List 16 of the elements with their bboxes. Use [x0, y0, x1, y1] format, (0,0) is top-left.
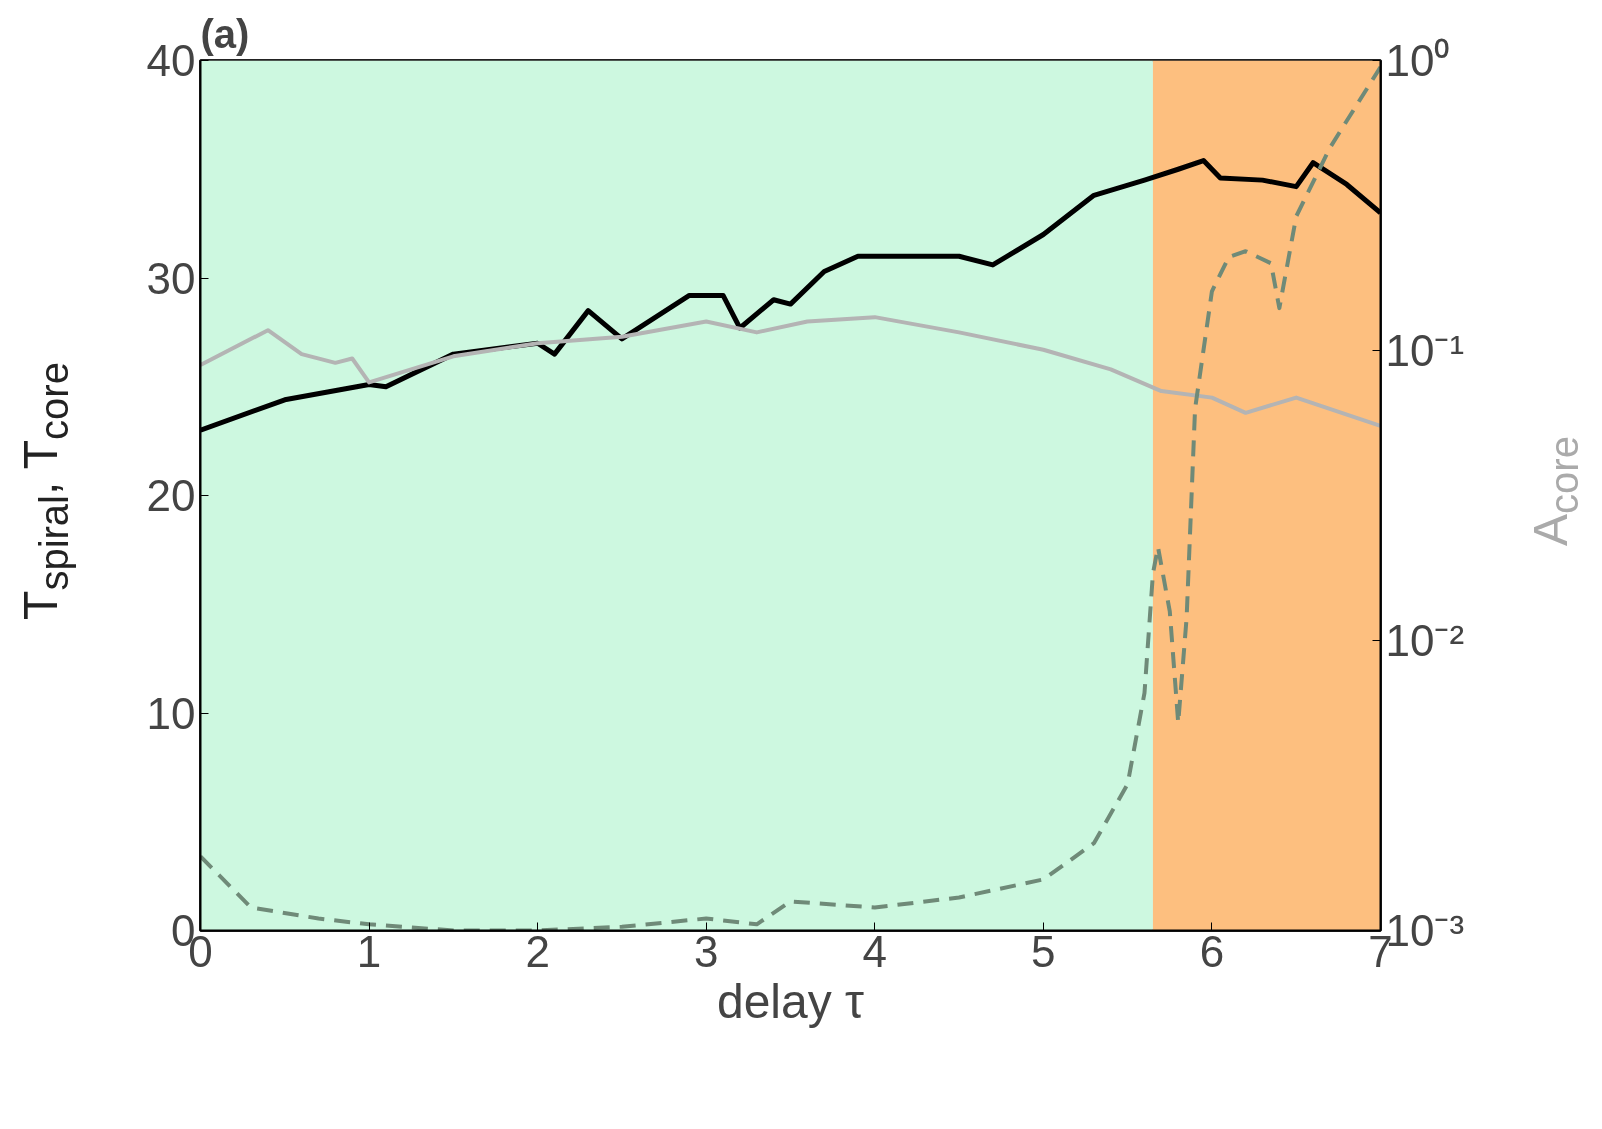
x-tick-label: 1 — [356, 926, 382, 976]
y2-tick-label: 10⁰ — [1385, 36, 1450, 85]
y2-tick-label: 10⁻² — [1385, 616, 1465, 665]
y-tick-label: 10 — [146, 688, 196, 738]
x-axis-title: delay τ — [716, 974, 865, 1028]
y-tick-label: 40 — [146, 36, 196, 85]
y2-tick-label: 10⁻¹ — [1385, 326, 1465, 375]
x-tick-label: 2 — [525, 926, 550, 976]
y-tick-label: 30 — [146, 253, 196, 303]
chart-title: (a) — [200, 11, 250, 56]
y-tick-label: 20 — [146, 471, 196, 520]
line-series — [200, 315, 1381, 428]
x-tick-label: 3 — [693, 926, 719, 976]
x-tick-label: 4 — [862, 926, 888, 976]
x-tick-label: 5 — [1031, 926, 1056, 976]
x-tick-label: 6 — [1199, 926, 1225, 976]
